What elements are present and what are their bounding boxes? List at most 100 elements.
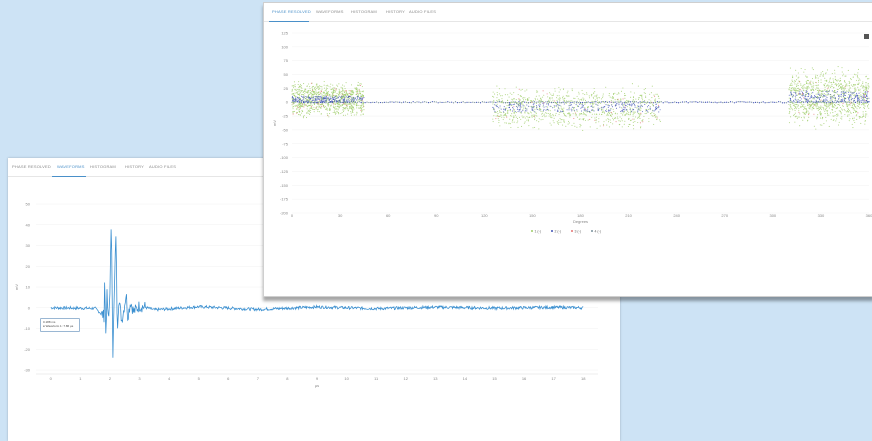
scatter-point [338,94,340,96]
scatter-point [648,121,650,123]
scatter-point [593,87,595,90]
scatter-point [325,109,327,111]
scatter-point [586,93,588,95]
scatter-point [437,102,439,104]
scatter-point [496,105,498,107]
scatter-point [523,105,525,107]
scatter-point [340,113,342,115]
scatter-point [389,101,391,103]
scatter-point [838,97,840,99]
scatter-point [859,89,861,91]
scatter-point [798,89,800,91]
scatter-point [645,102,647,104]
tab-waveforms[interactable]: WAVEFORMS [316,9,344,14]
scatter-point [299,110,301,112]
scatter-point [496,85,498,87]
waveform-tooltip: 0.188 ms ● Waveform 1: 7.86 µs [40,318,80,332]
scatter-point [787,101,789,103]
scatter-point [630,111,633,113]
scatter-point [597,101,599,103]
tab-phase-resolved[interactable]: PHASE RESOLVED [12,164,51,169]
scatter-point [815,88,817,90]
scatter-point [634,100,636,102]
tab-audio-files[interactable]: AUDIO FILES [409,9,437,14]
scatter-point [815,100,818,102]
scatter-point [799,88,801,91]
scatter-point [579,113,581,115]
scatter-point [626,112,628,114]
scatter-point [799,96,801,98]
scatter-point [656,116,658,118]
scatter-point [535,112,537,114]
scatter-point [595,113,597,115]
scatter-point [347,96,349,98]
scatter-point [629,111,631,113]
scatter-point [302,102,304,104]
tab-waveforms[interactable]: WAVEFORMS [57,164,85,169]
scatter-point [607,105,609,107]
scatter-point [716,102,718,104]
tab-history[interactable]: HISTORY [386,9,406,14]
tab-audio-files[interactable]: AUDIO FILES [149,164,177,169]
scatter-point [798,108,800,110]
scatter-point [607,114,609,116]
scatter-point [535,114,537,116]
scatter-point [330,97,332,99]
scatter-point [504,94,506,96]
scatter-point [312,102,314,104]
scatter-point [317,102,319,104]
scatter-point [656,118,658,121]
scatter-point [349,100,351,102]
x-tick-label: 240 [673,213,680,218]
scatter-point [855,110,857,112]
scatter-point [842,95,844,97]
scatter-point [518,116,521,118]
phase-resolved-chart: 1251007550250-25-50-75-100-125-150-175-2… [272,31,872,234]
scatter-point [800,83,802,85]
scatter-point [340,97,342,99]
scatter-point [339,92,341,94]
scatter-point [504,108,507,110]
y-tick-label: -100 [280,155,289,160]
scatter-point [302,91,304,94]
scatter-point [844,88,846,90]
scatter-point [832,78,834,80]
scatter-point [552,113,554,115]
scatter-point [838,104,841,106]
scatter-point [359,99,361,101]
scatter-point [817,89,819,91]
scatter-point [854,101,856,103]
scatter-point [811,101,813,103]
scatter-point [360,101,362,103]
scatter-point [308,100,310,102]
scatter-point [494,111,496,113]
scatter-point [614,113,616,115]
scatter-point [372,101,374,103]
chart-options-icon[interactable] [864,34,869,39]
tab-history[interactable]: HISTORY [125,164,145,169]
scatter-point [826,106,828,108]
tab-histogram[interactable]: HISTOGRAM [90,164,116,169]
scatter-point [558,91,560,93]
scatter-point [528,113,530,115]
scatter-point [801,94,803,96]
scatter-point [847,110,849,112]
scatter-point [359,84,362,86]
scatter-point [592,103,594,105]
scatter-point [832,81,835,84]
scatter-point [805,90,807,92]
scatter-point [789,110,791,112]
tab-phase-resolved[interactable]: PHASE RESOLVED [272,9,311,14]
scatter-point [326,103,329,105]
scatter-point [797,91,799,93]
scatter-point [536,90,538,92]
scatter-point [733,102,735,104]
scatter-point [806,76,808,78]
scatter-point [855,115,857,117]
scatter-point [502,115,504,117]
scatter-point [836,80,838,82]
tab-histogram[interactable]: HISTOGRAM [351,9,377,14]
scatter-point [816,102,818,104]
scatter-point [327,94,329,96]
x-tick-label: 30 [338,213,343,218]
